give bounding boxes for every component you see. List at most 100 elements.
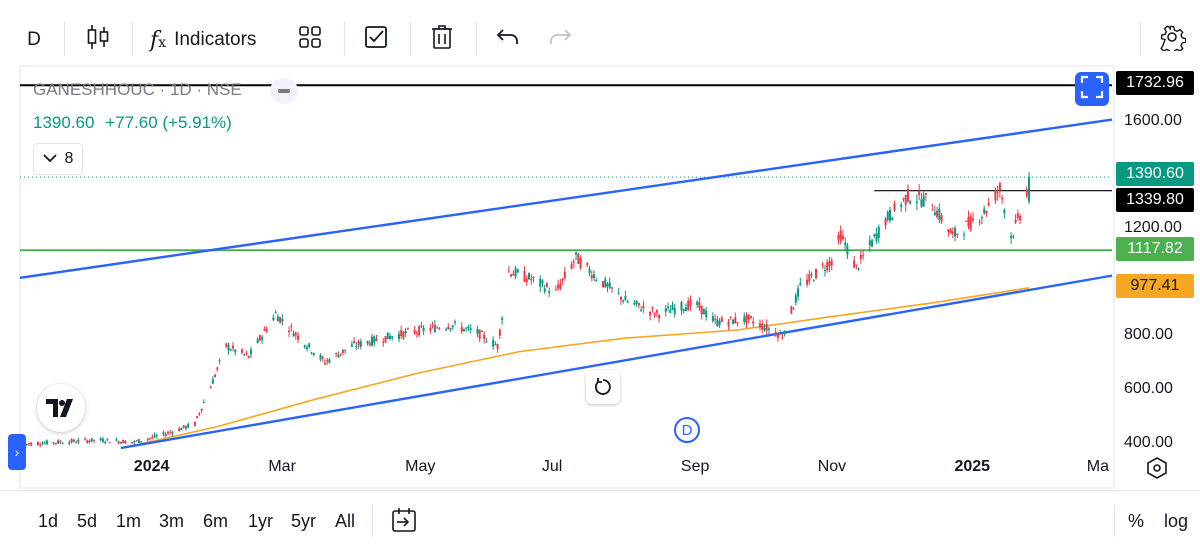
candle-body: [906, 188, 909, 202]
candle-body: [232, 345, 235, 349]
layouts-button[interactable]: [296, 24, 324, 56]
candle-body: [752, 321, 755, 324]
candle-body: [249, 349, 252, 355]
range-button-all[interactable]: All: [335, 511, 356, 531]
candle-body: [767, 328, 770, 330]
candle-body: [124, 440, 127, 444]
indicators-collapse-button[interactable]: 8: [33, 143, 83, 175]
time-axis-tick-label: 2025: [954, 458, 991, 475]
candle-body: [718, 320, 721, 326]
log-scale-button[interactable]: log: [1164, 511, 1189, 531]
candle-body: [27, 443, 30, 445]
candle-body: [326, 359, 329, 362]
candle-body: [131, 442, 134, 444]
candle-body: [54, 442, 57, 444]
toolbar-separator: [132, 22, 133, 56]
legend-menu-handle[interactable]: [270, 78, 298, 104]
candle-body: [247, 355, 250, 358]
reset-chart-button[interactable]: [586, 370, 620, 404]
range-button-6m[interactable]: 6m: [203, 511, 229, 531]
candle-body: [696, 301, 699, 305]
candle-body: [303, 345, 306, 348]
candle-body: [595, 280, 598, 282]
candle-body: [498, 329, 501, 336]
time-axis-tick-label: 2024: [133, 458, 170, 475]
candle-body: [561, 278, 564, 281]
price-axis-tick-label: 1600.00: [1124, 111, 1182, 129]
tradingview-logo[interactable]: [37, 384, 85, 432]
candle-body: [469, 328, 472, 330]
candle-body: [400, 329, 403, 336]
dividend-event-marker[interactable]: D: [674, 417, 700, 443]
candle-body: [846, 245, 849, 255]
candle-body: [68, 441, 71, 444]
candle-body: [543, 288, 546, 292]
candle-body: [122, 440, 125, 444]
reset-icon: [595, 378, 611, 395]
candle-body: [218, 359, 221, 361]
top-toolbar: D fx Indicators: [0, 0, 1200, 78]
chart-type-button[interactable]: [84, 24, 112, 56]
candle-body: [790, 306, 793, 314]
candle-body: [1014, 219, 1017, 223]
candle-body: [465, 327, 468, 329]
candle-body: [106, 438, 109, 440]
range-button-1m[interactable]: 1m: [116, 511, 142, 531]
axis-settings-button[interactable]: [1145, 456, 1169, 480]
candle-body: [245, 352, 248, 354]
delete-button[interactable]: [428, 24, 456, 56]
candle-body: [640, 309, 643, 312]
candle-body: [353, 341, 356, 343]
candle-body: [539, 278, 542, 287]
candle-body: [779, 332, 782, 334]
indicators-button[interactable]: fx Indicators: [150, 24, 276, 56]
range-button-3m[interactable]: 3m: [159, 511, 185, 531]
upper-trend-channel: [19, 118, 1113, 279]
candle-body: [900, 204, 903, 208]
candle-body: [720, 317, 723, 322]
settings-button[interactable]: [1156, 24, 1188, 56]
candle-body: [187, 423, 190, 428]
range-button-1d[interactable]: 1d: [38, 511, 59, 531]
candle-body: [117, 441, 120, 444]
candle-body: [563, 271, 566, 279]
candle-body: [875, 233, 878, 241]
candle-body: [162, 432, 165, 435]
candle-body: [265, 328, 268, 332]
goto-date-button[interactable]: [390, 505, 418, 535]
fullscreen-button[interactable]: [1075, 72, 1109, 106]
candle-body: [667, 306, 670, 308]
interval-button[interactable]: D: [24, 24, 44, 56]
candle-body: [211, 379, 214, 384]
candle-body: [397, 333, 400, 340]
price-tag-moving-average: 977.41: [1116, 274, 1194, 298]
undo-button[interactable]: [494, 24, 522, 56]
range-button-5d[interactable]: 5d: [77, 511, 98, 531]
candle-body: [355, 346, 358, 348]
candle-body: [978, 221, 981, 223]
candle-body: [119, 441, 122, 444]
candle-body: [956, 233, 959, 235]
candle-body: [516, 269, 519, 273]
time-axis-tick-label: May: [405, 458, 436, 475]
calendar-goto-icon: [392, 508, 416, 532]
candle-body: [240, 349, 243, 353]
percent-scale-button[interactable]: %: [1128, 511, 1145, 531]
range-button-1yr[interactable]: 1yr: [248, 511, 274, 531]
candle-body: [653, 313, 656, 316]
candle-body: [523, 271, 526, 282]
candle-body: [386, 332, 389, 340]
expand-sidebar-button[interactable]: ›: [8, 434, 26, 470]
candle-body: [483, 334, 486, 340]
candle-body: [606, 283, 609, 287]
candle-body: [339, 353, 342, 355]
candle-body: [39, 444, 42, 446]
alert-button[interactable]: [362, 24, 390, 56]
redo-button[interactable]: [546, 24, 574, 56]
candle-body: [308, 343, 311, 347]
range-button-5yr[interactable]: 5yr: [291, 511, 317, 531]
candle-body: [684, 307, 687, 312]
candle-body: [732, 319, 735, 325]
